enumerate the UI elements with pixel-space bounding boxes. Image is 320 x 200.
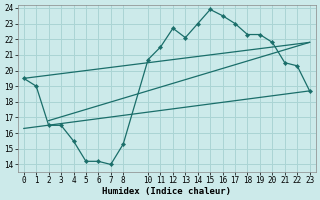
X-axis label: Humidex (Indice chaleur): Humidex (Indice chaleur) xyxy=(102,187,231,196)
